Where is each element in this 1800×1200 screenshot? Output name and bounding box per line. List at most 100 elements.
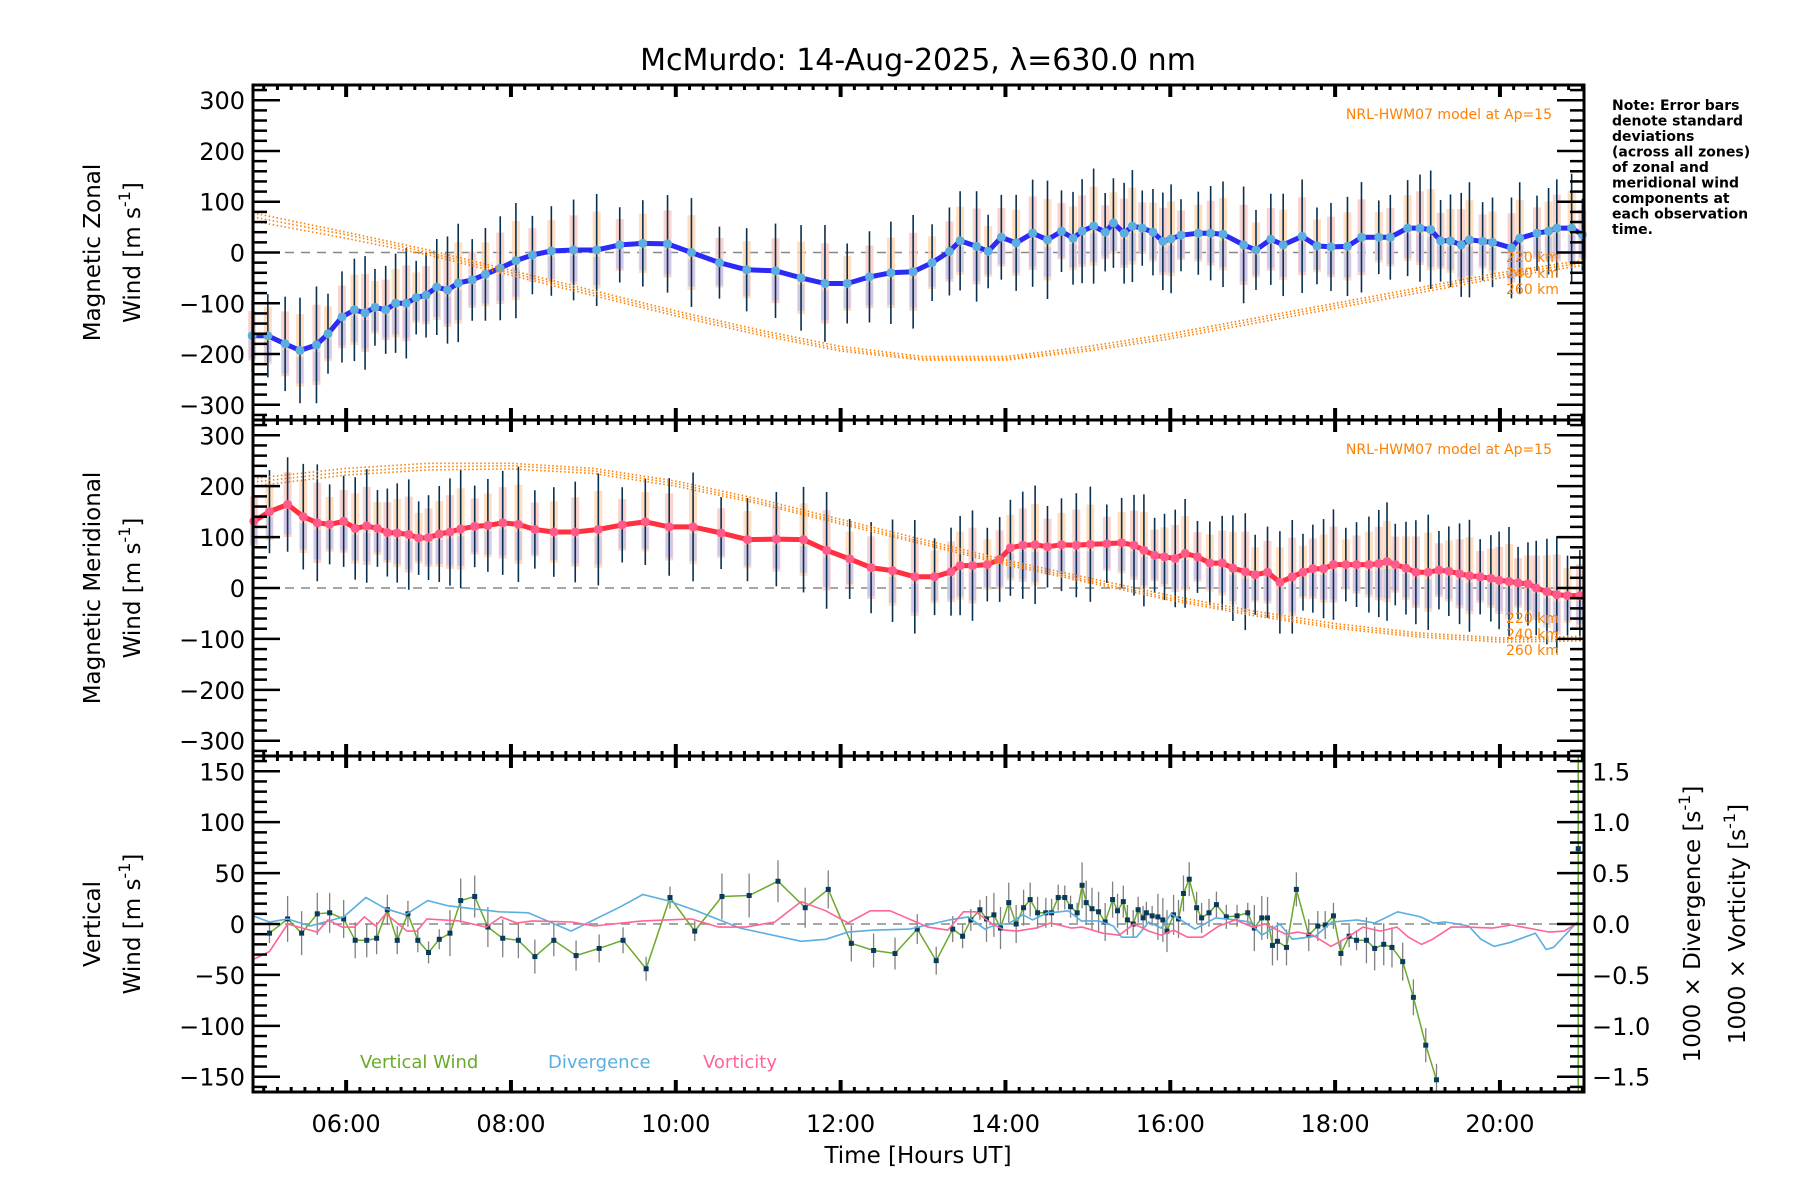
data-point <box>944 246 954 256</box>
data-point <box>264 507 274 517</box>
data-point <box>1218 229 1228 239</box>
data-point <box>1089 906 1095 912</box>
data-point <box>1239 240 1249 250</box>
note-line: Note: Error bars <box>1612 98 1739 114</box>
data-point <box>692 928 698 934</box>
x-tick-label: 18:00 <box>1301 1110 1370 1138</box>
data-point <box>360 308 370 318</box>
data-point <box>910 572 920 582</box>
data-point <box>950 926 956 932</box>
y-tick-label: 300 <box>199 87 245 115</box>
data-point <box>1364 560 1374 570</box>
data-point <box>1265 915 1271 921</box>
data-point <box>511 256 521 266</box>
data-point <box>688 522 698 532</box>
data-point <box>1083 900 1089 906</box>
data-point <box>771 534 781 544</box>
data-point <box>1532 228 1542 238</box>
data-point <box>1079 882 1085 888</box>
data-point <box>391 298 401 308</box>
data-point <box>1552 590 1562 600</box>
data-point <box>977 907 983 913</box>
data-point <box>1426 225 1436 235</box>
data-point <box>1400 959 1406 965</box>
data-point <box>643 966 649 972</box>
y-axis-title-line2: Wind [m s-1] <box>115 518 146 659</box>
data-point <box>820 278 830 288</box>
data-point <box>447 930 453 936</box>
y-axis-title-line1: Vertical <box>80 881 106 967</box>
data-point <box>1410 994 1416 1000</box>
y2-tick-label: −1.5 <box>1592 1064 1650 1092</box>
data-point <box>325 519 335 529</box>
data-point <box>1108 218 1118 228</box>
data-point <box>1124 917 1130 923</box>
data-point <box>742 265 752 275</box>
data-point <box>1436 236 1446 246</box>
data-point <box>1415 223 1425 233</box>
data-point <box>933 958 939 964</box>
y-tick-label: −150 <box>179 1064 245 1092</box>
data-point <box>1523 579 1533 589</box>
data-point <box>1297 231 1307 241</box>
y-tick-label: −300 <box>179 392 245 420</box>
data-point <box>1120 899 1126 905</box>
data-point <box>955 561 965 571</box>
data-point <box>927 258 937 268</box>
data-point <box>1381 941 1387 947</box>
data-point <box>415 937 421 943</box>
y-title-sup: -1 <box>115 863 134 879</box>
y-tick-label: −50 <box>194 962 245 990</box>
panel-meridional-wind: 300 200 100 0 −100 −200 −300 NRL-HWM07 model at… <box>80 418 1586 758</box>
data-point <box>411 293 421 303</box>
y-tick-label: −300 <box>179 728 245 756</box>
y-tick-label: 100 <box>199 189 245 217</box>
model-line <box>252 216 1585 360</box>
x-tick-label: 12:00 <box>806 1110 875 1138</box>
data-point <box>1298 567 1308 577</box>
data-point <box>1389 944 1395 950</box>
data-point <box>1342 241 1352 251</box>
data-point <box>382 528 392 538</box>
model-alt-label: 260 km <box>1506 643 1559 659</box>
data-point <box>1096 909 1102 915</box>
data-point <box>866 563 876 573</box>
y2-tick-label: 0.0 <box>1592 911 1630 939</box>
note-line: deviations <box>1612 129 1694 145</box>
data-point <box>615 240 625 250</box>
y-tick-label: 150 <box>199 758 245 786</box>
data-point <box>570 527 580 537</box>
data-point <box>746 892 752 898</box>
data-point <box>1308 564 1318 574</box>
data-point <box>825 886 831 892</box>
data-point <box>432 282 442 292</box>
note-line: of zonal and <box>1612 160 1709 176</box>
data-point <box>1180 890 1186 896</box>
data-point <box>1068 233 1078 243</box>
y-tick-label: 0 <box>230 240 245 268</box>
data-point <box>1234 913 1240 919</box>
x-tick-label: 16:00 <box>1136 1110 1205 1138</box>
note-line: (across all zones) <box>1612 145 1750 161</box>
model-alt-label: 220 km <box>1506 611 1559 627</box>
data-point <box>295 345 305 355</box>
series-line <box>252 220 1584 353</box>
data-point <box>573 953 579 959</box>
model-alt-label: 240 km <box>1506 266 1559 282</box>
data-point <box>436 936 442 942</box>
data-point <box>424 533 434 543</box>
model-alt-label: 260 km <box>1506 282 1559 298</box>
data-point <box>527 250 537 260</box>
y2-title-close: ] <box>1680 786 1706 795</box>
data-point <box>1155 914 1161 920</box>
y-axis-title-line2: Wind [m s-1] <box>115 854 146 995</box>
data-point <box>1006 900 1012 906</box>
data-point <box>991 912 997 918</box>
data-point <box>719 894 725 900</box>
data-point <box>1110 897 1116 903</box>
data-point <box>1030 540 1040 550</box>
note-line: denote standard <box>1612 114 1743 130</box>
y-title-units: Wind [m s <box>120 543 146 659</box>
y2-title-sup: -1 <box>1720 813 1739 829</box>
